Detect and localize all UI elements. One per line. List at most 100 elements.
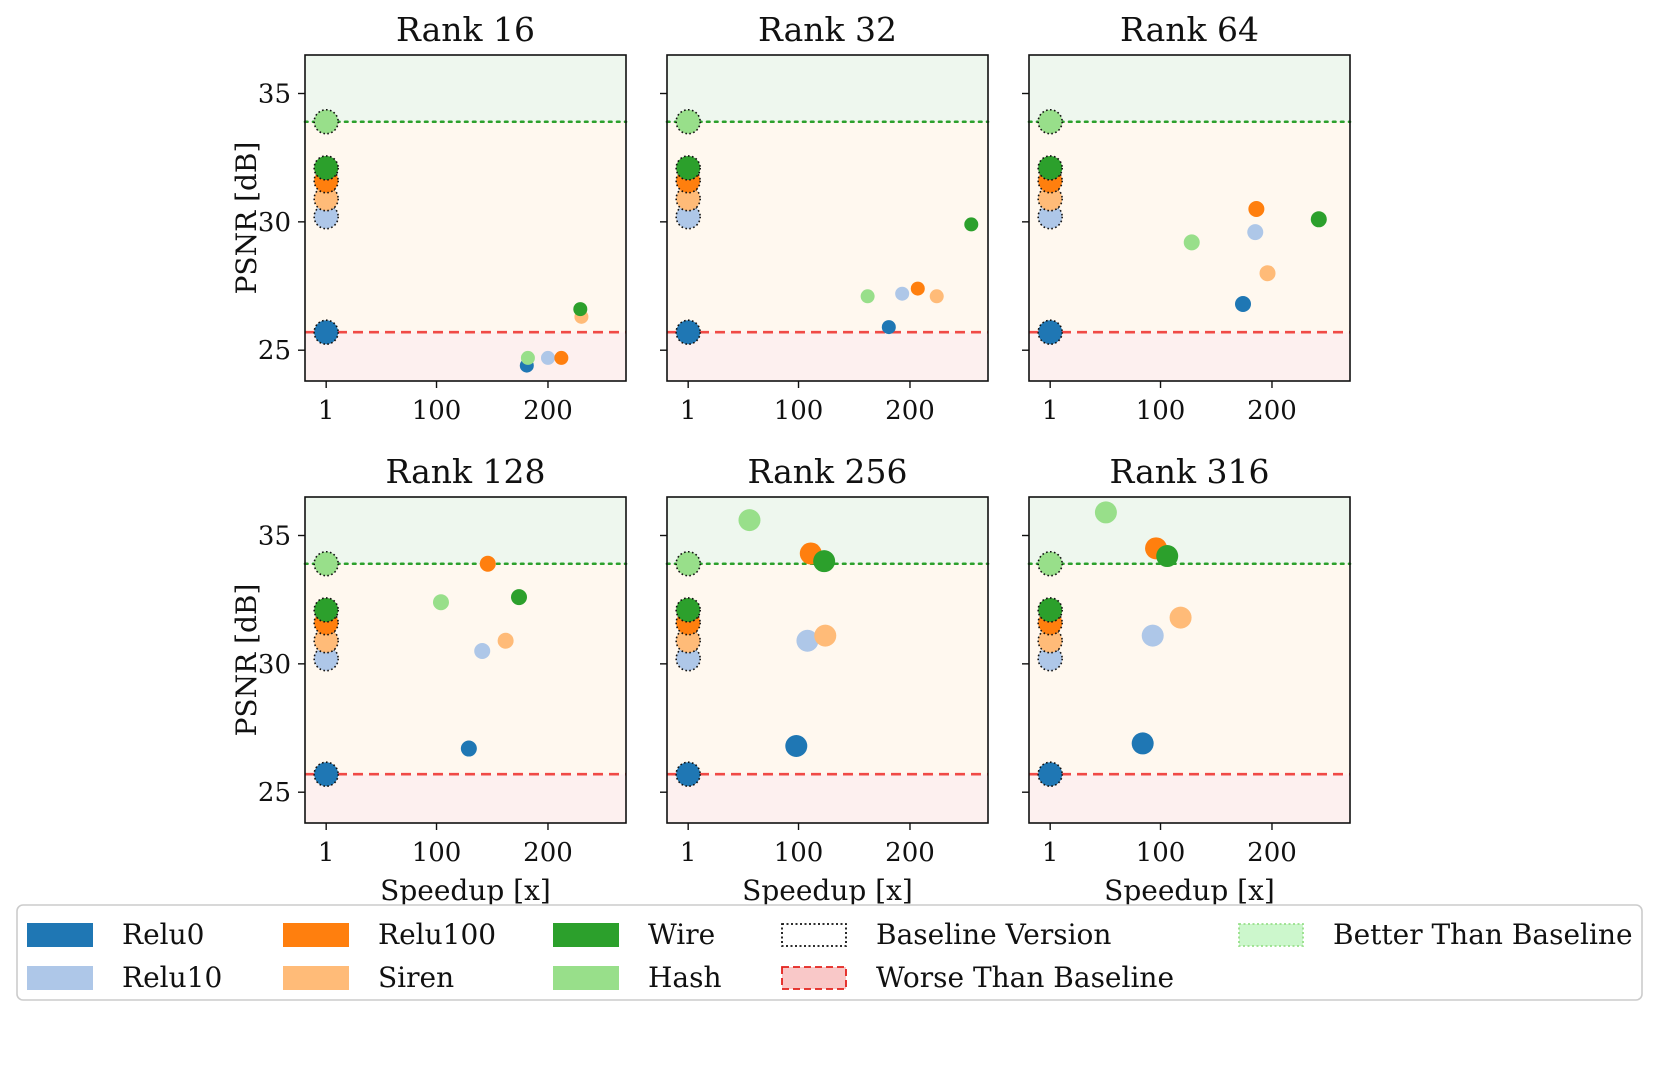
x-tick-label: 1 (680, 838, 697, 868)
x-axis-label: Speedup [x] (1104, 874, 1275, 907)
panel-rank-16: Rank 16 1 100 200 25 30 35 PSNR [dB] (230, 10, 628, 426)
baseline-point-relu0 (313, 761, 339, 788)
x-tick-label: 200 (1247, 396, 1297, 426)
x-tick-label: 100 (1136, 396, 1186, 426)
neutral-region (305, 121, 626, 333)
x-tick-label: 100 (774, 396, 824, 426)
better-region (305, 55, 626, 122)
x-tick-label: 200 (523, 396, 573, 426)
point-wire (964, 217, 979, 232)
baseline-point-wire (675, 597, 701, 623)
point-hash (738, 509, 761, 532)
legend-label: Relu100 (378, 918, 496, 951)
x-tick-label: 1 (1042, 838, 1059, 868)
legend-swatch-worse-than-baseline (781, 966, 847, 990)
point-relu100 (910, 281, 925, 296)
legend-swatch-baseline-version (781, 923, 847, 947)
x-tick-label: 200 (885, 838, 935, 868)
baseline-point-relu0 (313, 319, 339, 346)
legend-swatch-better-than-baseline (1238, 923, 1304, 947)
plot-frame (666, 54, 989, 382)
better-region (1029, 55, 1350, 122)
legend-swatch-relu10 (27, 966, 93, 990)
plot-frame (1028, 54, 1351, 382)
point-wire (1310, 211, 1327, 228)
legend-label: Worse Than Baseline (876, 961, 1174, 994)
x-tick-label: 100 (774, 838, 824, 868)
y-tick-label: 35 (258, 522, 291, 552)
panel-rank-316: Rank 316 1 100 200 Speedup [x] (1022, 452, 1352, 907)
x-tick-label: 100 (1136, 838, 1186, 868)
panel-title: Rank 256 (747, 452, 907, 491)
worse-region (667, 332, 988, 381)
legend-label: Hash (648, 961, 722, 994)
baseline-point-relu0 (675, 761, 701, 788)
point-relu100 (554, 350, 569, 365)
point-siren (929, 289, 944, 304)
point-siren (497, 632, 514, 649)
point-wire (813, 550, 836, 573)
panel-rank-256: Rank 256 1 100 200 Speedup [x] (660, 452, 990, 907)
point-hash (520, 350, 535, 365)
x-tick-label: 100 (412, 396, 462, 426)
panel-title: Rank 16 (396, 10, 535, 49)
baseline-point-hash (1037, 108, 1063, 135)
x-axis-label: Speedup [x] (380, 874, 551, 907)
baseline-point-wire (1037, 155, 1063, 181)
point-relu0 (460, 740, 477, 757)
worse-region (305, 774, 626, 823)
legend-swatch-wire (553, 923, 619, 947)
legend-frame (16, 904, 1643, 1001)
x-tick-label: 1 (318, 396, 335, 426)
point-relu0 (785, 734, 808, 757)
x-tick-label: 200 (1247, 838, 1297, 868)
legend-swatch-hash (553, 966, 619, 990)
point-relu0 (1131, 732, 1154, 755)
plot-frame (304, 496, 627, 824)
panel-title: Rank 316 (1109, 452, 1269, 491)
baseline-point-hash (1037, 550, 1063, 577)
legend-swatch-relu100 (283, 923, 349, 947)
panel-rank-32: Rank 32 1 100 200 (660, 10, 990, 426)
worse-region (667, 774, 988, 823)
point-wire (511, 589, 527, 606)
point-relu10 (1141, 624, 1164, 647)
legend-label: Siren (378, 961, 454, 994)
point-relu0 (881, 320, 896, 335)
point-relu10 (1247, 224, 1264, 241)
point-relu100 (1248, 201, 1265, 218)
point-relu10 (474, 643, 491, 660)
neutral-region (305, 563, 626, 775)
panel-title: Rank 128 (385, 452, 545, 491)
x-tick-label: 200 (885, 396, 935, 426)
y-tick-label: 30 (258, 208, 291, 238)
panel-rank-128: Rank 128 1 100 200 25 30 35 PSNR [dB] Speedup [x… (230, 452, 628, 907)
baseline-point-wire (1037, 597, 1063, 623)
baseline-point-hash (313, 108, 339, 135)
worse-region (1029, 774, 1350, 823)
worse-region (305, 332, 626, 381)
plot-frame (1028, 496, 1351, 824)
baseline-point-relu0 (1037, 761, 1063, 788)
baseline-point-wire (313, 155, 339, 181)
worse-region (1029, 332, 1350, 381)
x-tick-label: 100 (412, 838, 462, 868)
legend-label: Better Than Baseline (1333, 918, 1633, 951)
legend-label: Wire (648, 918, 715, 951)
legend-label: Relu0 (122, 918, 204, 951)
point-wire (1156, 545, 1179, 568)
better-region (305, 497, 626, 564)
baseline-point-hash (675, 550, 701, 577)
point-relu10 (796, 629, 819, 652)
y-tick-label: 25 (258, 778, 291, 808)
better-region (1029, 497, 1350, 564)
point-wire (573, 302, 588, 317)
legend: Relu0 Relu10 Relu100 Siren Wire Hash Baseline … (16, 904, 1643, 1001)
neutral-region (1029, 563, 1350, 775)
baseline-point-hash (313, 550, 339, 577)
y-tick-label: 35 (258, 80, 291, 110)
baseline-point-wire (675, 155, 701, 181)
baseline-point-wire (313, 597, 339, 623)
legend-label: Baseline Version (876, 918, 1111, 951)
